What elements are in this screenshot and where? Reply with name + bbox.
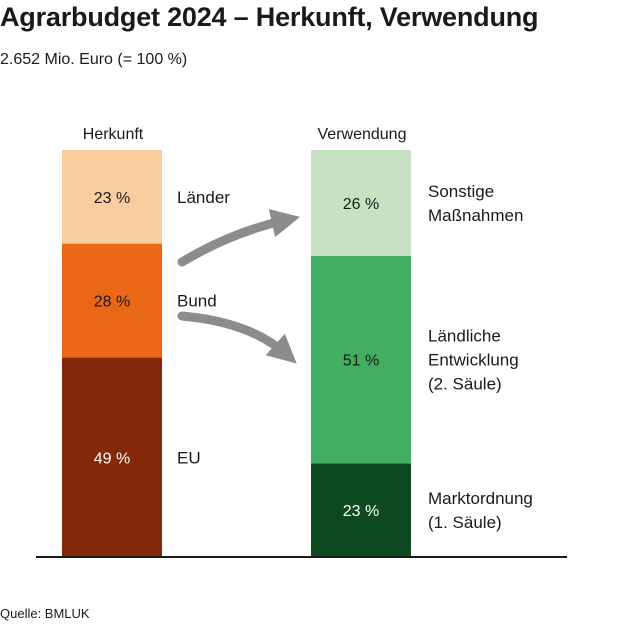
segment-category-label-verwendung-0-line-1: (1. Säule)	[428, 513, 502, 532]
segment-value-label-herkunft-2: 23 %	[94, 190, 130, 207]
column-header-herkunft: Herkunft	[83, 126, 144, 143]
bar-segment-verwendung-2	[311, 150, 411, 256]
segment-category-label-herkunft-2-line-0: Länder	[177, 188, 230, 207]
segment-value-label-verwendung-2: 26 %	[343, 196, 379, 213]
bar-segment-verwendung-0	[311, 463, 411, 557]
segment-category-label-verwendung-1-line-2: (2. Säule)	[428, 375, 502, 394]
bar-segment-herkunft-2	[62, 150, 162, 244]
segment-category-label-verwendung-2-line-0: Sonstige	[428, 182, 494, 201]
bar-segment-herkunft-0	[62, 357, 162, 557]
segment-value-label-herkunft-0: 49 %	[94, 450, 130, 467]
segment-category-label-verwendung-2-line-1: Maßnahmen	[428, 206, 523, 225]
flow-arrow-lower	[177, 311, 297, 364]
segment-category-label-herkunft-0-line-0: EU	[177, 448, 201, 467]
chart-title: Agrarbudget 2024 – Herkunft, Verwendung	[0, 2, 539, 32]
segment-value-label-herkunft-1: 28 %	[94, 294, 130, 311]
bar-segment-herkunft-1	[62, 243, 162, 358]
segment-category-label-verwendung-1-line-0: Ländliche	[428, 327, 501, 346]
flow-arrow-upper	[177, 209, 301, 267]
labels-group: Herkunft 49 % EU 28 % Bund 23 % Länder Verwendu…	[83, 126, 533, 532]
segment-category-label-herkunft-1-line-0: Bund	[177, 292, 217, 311]
segment-category-label-verwendung-0-line-0: Marktordnung	[428, 489, 533, 508]
segment-value-label-verwendung-0: 23 %	[343, 503, 379, 520]
source-note: Quelle: BMLUK	[0, 606, 90, 621]
segment-value-label-verwendung-1: 51 %	[343, 353, 379, 370]
bars-group	[62, 150, 411, 557]
segment-category-label-verwendung-1-line-1: Entwicklung	[428, 351, 519, 370]
column-header-verwendung: Verwendung	[318, 126, 407, 143]
bar-segment-verwendung-1	[311, 255, 411, 464]
chart-subtitle: 2.652 Mio. Euro (= 100 %)	[0, 51, 188, 68]
